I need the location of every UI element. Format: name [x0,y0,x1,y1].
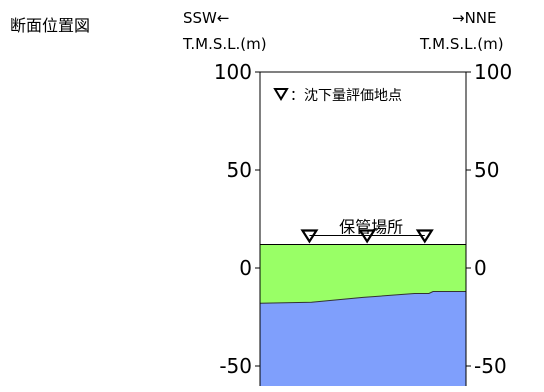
left-tick-label: 100 [214,60,252,84]
legend-label: ：沈下量評価地点 [290,88,402,104]
lower-layer [260,291,466,386]
left-tick-label: 0 [239,256,252,280]
section-title: 断面位置図 [10,16,91,35]
area-label: 保管場所 [339,217,403,236]
left-direction-label: SSW← [183,9,230,27]
left-unit-label: T.M.S.L.(m) [183,35,267,53]
right-tick-label: 0 [474,256,487,280]
right-tick-label: 100 [474,60,512,84]
upper-layer [260,244,466,304]
right-tick-label: 50 [474,158,499,182]
right-unit-label: T.M.S.L.(m) [420,35,504,53]
left-tick-label: -50 [219,354,252,378]
layer-boundary-line [259,291,466,304]
legend-triangle-icon [273,88,289,101]
right-direction-label: →NNE [452,9,497,27]
right-tick-label: -50 [474,354,507,378]
left-tick-label: 50 [227,158,252,182]
